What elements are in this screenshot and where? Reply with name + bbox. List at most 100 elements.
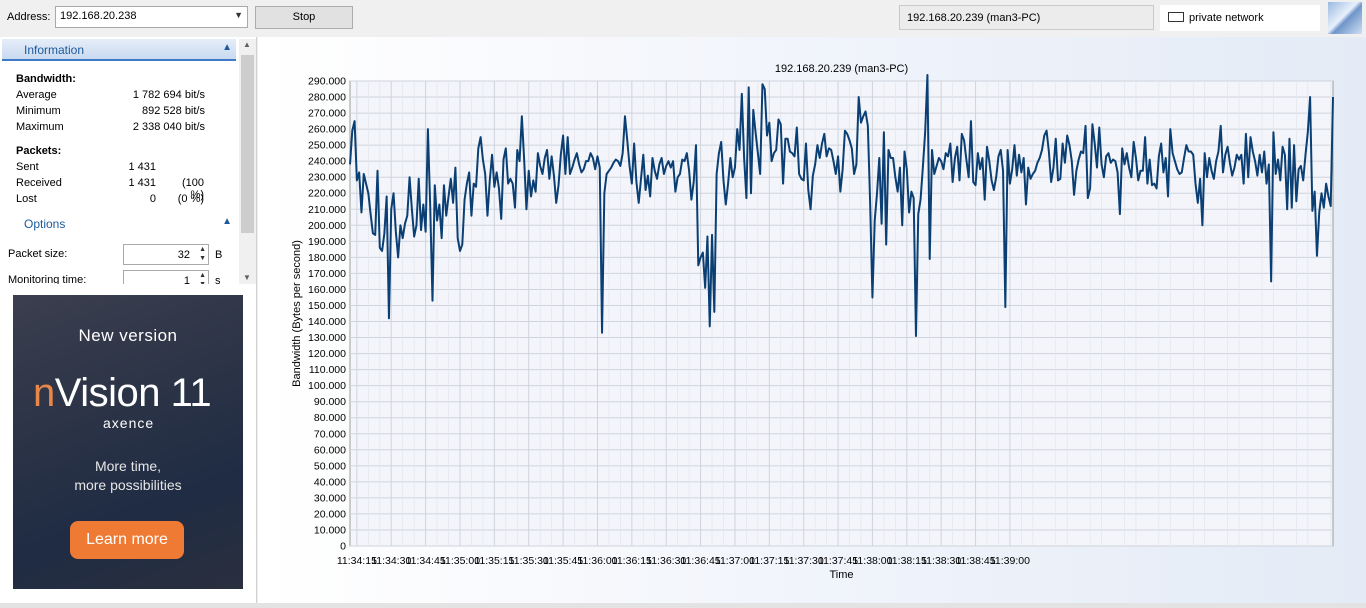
x-tick-label: 11:35:00 <box>440 555 480 567</box>
bandwidth-maximum-value: 2 338 040 bit/s <box>132 121 205 133</box>
chart-title: 192.168.20.239 (man3-PC) <box>775 63 908 75</box>
x-tick-label: 11:37:45 <box>818 555 858 567</box>
y-tick-label: 40.000 <box>314 476 346 488</box>
packets-sent-label: Sent <box>16 161 39 173</box>
ad-logo: nVision 11 <box>33 371 212 416</box>
packets-title: Packets: <box>16 145 62 157</box>
y-tick-label: 140.000 <box>308 316 346 328</box>
toolbar: Address: 192.168.20.238 ▼ Stop 192.168.2… <box>0 0 1366 37</box>
y-tick-label: 160.000 <box>308 284 346 296</box>
packet-size-stepper[interactable]: 32 ▲ ▼ <box>123 244 209 265</box>
y-tick-label: 220.000 <box>308 188 346 200</box>
packet-size-label: Packet size: <box>8 248 68 260</box>
bandwidth-average-label: Average <box>16 89 57 101</box>
x-tick-label: 11:36:45 <box>681 555 721 567</box>
y-tick-label: 20.000 <box>314 508 346 520</box>
spin-arrows-icon[interactable]: ▲▼ <box>199 272 206 284</box>
packets-lost-count: 0 <box>149 193 156 205</box>
y-tick-label: 70.000 <box>314 428 346 440</box>
y-tick-label: 50.000 <box>314 460 346 472</box>
window-corner-image <box>1328 2 1362 34</box>
x-tick-label: 11:36:00 <box>577 555 617 567</box>
x-tick-label: 11:35:15 <box>474 555 514 567</box>
x-tick-label: 11:34:45 <box>406 555 446 567</box>
host-display: 192.168.20.239 (man3-PC) <box>899 5 1154 30</box>
bandwidth-average-value: 1 782 694 bit/s <box>132 89 205 101</box>
monitoring-time-unit: s <box>215 275 221 284</box>
x-tick-label: 11:35:45 <box>543 555 583 567</box>
x-tick-label: 11:38:15 <box>887 555 927 567</box>
stop-button[interactable]: Stop <box>255 6 353 29</box>
x-axis-label: Time <box>829 569 853 581</box>
y-tick-label: 270.000 <box>308 108 346 120</box>
x-tick-label: 11:35:30 <box>509 555 549 567</box>
y-tick-label: 250.000 <box>308 140 346 152</box>
address-label: Address: <box>7 11 51 23</box>
address-value[interactable]: 192.168.20.238 <box>60 10 137 22</box>
learn-more-button[interactable]: Learn more <box>70 521 184 559</box>
x-tick-label: 11:37:30 <box>784 555 824 567</box>
y-tick-label: 30.000 <box>314 492 346 504</box>
monitoring-time-label: Monitoring time: <box>8 274 87 284</box>
ad-headline: New version <box>78 326 178 345</box>
bandwidth-chart: 0 10.000 20.000 30.000 40.000 50.000 60.000 70.… <box>291 63 1334 581</box>
x-tick-label: 11:39:00 <box>990 555 1030 567</box>
side-panel: Information ▲ Bandwidth: Average 1 782 6… <box>0 37 257 608</box>
bandwidth-minimum-label: Minimum <box>16 105 61 117</box>
y-tick-label: 280.000 <box>308 92 346 104</box>
bandwidth-minimum-value: 892 528 bit/s <box>142 105 205 117</box>
ad-tagline: More time, more possibilities <box>13 457 243 495</box>
network-type: private network <box>1160 5 1320 31</box>
y-tick-label: 60.000 <box>314 444 346 456</box>
ad-company: axence <box>103 415 155 431</box>
y-tick-label: 100.000 <box>308 380 346 392</box>
packet-size-value[interactable]: 32 <box>177 249 190 261</box>
bandwidth-title: Bandwidth: <box>16 73 76 85</box>
bandwidth-maximum-label: Maximum <box>16 121 64 133</box>
chevron-down-icon[interactable]: ▼ <box>234 10 243 20</box>
scroll-down-icon[interactable]: ▼ <box>243 273 251 282</box>
packets-sent-count: 1 431 <box>128 161 156 173</box>
bandwidth-series-line <box>349 74 1334 337</box>
monitoring-time-stepper[interactable]: 1 ▲▼ <box>123 270 209 284</box>
x-tick-label: 11:38:45 <box>955 555 995 567</box>
options-title: Options <box>24 217 66 231</box>
y-tick-label: 120.000 <box>308 348 346 360</box>
info-scrollbar[interactable]: ▲ ▼ <box>239 39 256 284</box>
x-tick-label: 11:36:30 <box>646 555 686 567</box>
spin-arrows-icon[interactable]: ▲▼ <box>199 246 206 262</box>
ad-tagline-2: more possibilities <box>74 477 182 493</box>
y-tick-label: 130.000 <box>308 332 346 344</box>
packets-received-count: 1 431 <box>128 177 156 189</box>
packets-lost-pct: (0 %) <box>177 193 204 205</box>
ad-tagline-1: More time, <box>94 458 162 474</box>
x-tick-label: 11:34:15 <box>337 555 377 567</box>
chevron-up-icon[interactable]: ▲ <box>222 216 232 227</box>
packet-size-unit: B <box>215 249 223 261</box>
x-tick-label: 11:37:15 <box>749 555 789 567</box>
x-tick-label: 11:38:00 <box>852 555 892 567</box>
scrollbar-thumb[interactable] <box>241 55 254 233</box>
chevron-up-icon[interactable]: ▲ <box>222 42 232 53</box>
packets-received-pct: (100 %) <box>181 177 204 201</box>
y-tick-label: 290.000 <box>308 76 346 88</box>
y-tick-label: 90.000 <box>314 396 346 408</box>
y-tick-label: 230.000 <box>308 172 346 184</box>
information-section-header[interactable]: Information ▲ <box>2 39 236 61</box>
y-tick-label: 180.000 <box>308 252 346 264</box>
monitoring-time-value[interactable]: 1 <box>183 275 190 284</box>
packets-lost-label: Lost <box>16 193 37 205</box>
y-tick-label: 0 <box>340 541 346 553</box>
packets-received-label: Received <box>16 177 62 189</box>
advertisement-banner[interactable]: New version nVision 11 axence More time,… <box>13 295 243 589</box>
x-tick-label: 11:37:00 <box>715 555 755 567</box>
y-tick-label: 200.000 <box>308 220 346 232</box>
options-section-header[interactable]: Options ▲ <box>2 213 236 235</box>
bandwidth-chart-panel: 0 10.000 20.000 30.000 40.000 50.000 60.000 70.… <box>258 37 1366 603</box>
y-tick-label: 240.000 <box>308 156 346 168</box>
network-label: private network <box>1189 12 1264 24</box>
address-combobox[interactable]: 192.168.20.238 ▼ <box>55 6 248 28</box>
y-tick-label: 210.000 <box>308 204 346 216</box>
x-tick-label: 11:36:15 <box>612 555 652 567</box>
scroll-up-icon[interactable]: ▲ <box>243 40 251 49</box>
